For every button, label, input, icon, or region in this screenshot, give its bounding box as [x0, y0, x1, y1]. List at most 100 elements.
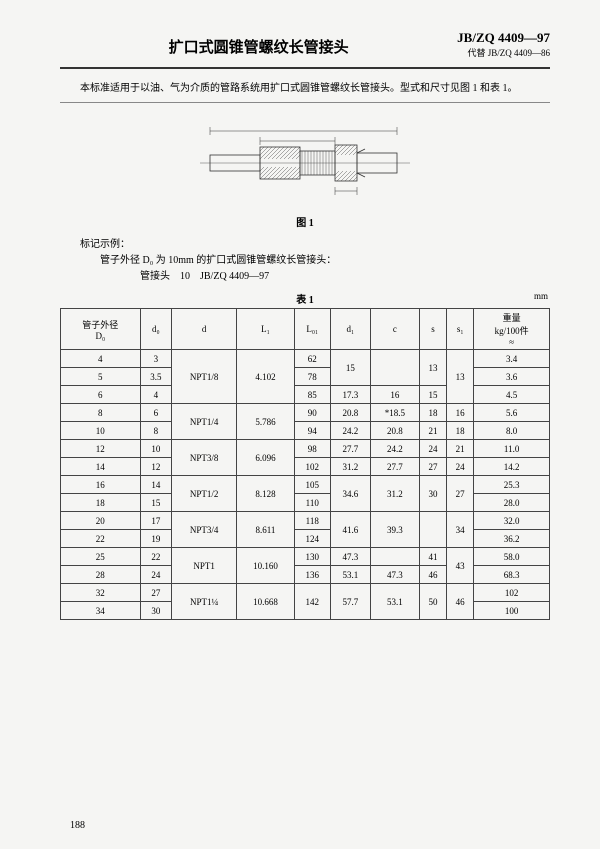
marking-header: 标记示例：	[80, 237, 550, 253]
table-cell: 27	[447, 476, 474, 512]
table-caption: 表 1 mm	[60, 291, 550, 306]
table-cell: 105	[294, 476, 330, 494]
table-cell: 5	[61, 368, 141, 386]
table-cell: 16	[61, 476, 141, 494]
table-cell: NPT1¼	[172, 584, 237, 620]
table-cell: 46	[447, 584, 474, 620]
table-cell: 27	[140, 584, 172, 602]
table-cell: 14.2	[474, 458, 550, 476]
table-cell: 16	[447, 404, 474, 422]
table-cell: 27.7	[330, 440, 370, 458]
table-cell: 27	[419, 458, 446, 476]
table-cell: 25.3	[474, 476, 550, 494]
table-cell: 43	[447, 548, 474, 584]
table-caption-text: 表 1	[296, 295, 314, 306]
document-header: 扩口式圆锥管螺纹长管接头 JB/ZQ 4409—97 代替 JB/ZQ 4409…	[60, 30, 550, 69]
table-header: c	[370, 309, 419, 350]
table-cell: 78	[294, 368, 330, 386]
table-row: 141210231.227.7272414.2	[61, 458, 550, 476]
table-row: 2522NPT110.16013047.3414358.0	[61, 548, 550, 566]
std-main: JB/ZQ 4409—97	[457, 30, 550, 46]
table-header: s	[419, 309, 446, 350]
table-cell: 10.668	[237, 584, 295, 620]
document-title: 扩口式圆锥管螺纹长管接头	[60, 36, 457, 57]
table-header: L₀₁	[294, 309, 330, 350]
figure-caption: 图 1	[60, 214, 550, 229]
table-cell: 21	[447, 440, 474, 458]
table-cell: 21	[419, 422, 446, 440]
table-cell: 58.0	[474, 548, 550, 566]
table-cell: NPT3/4	[172, 512, 237, 548]
table-cell: 94	[294, 422, 330, 440]
table-cell: 3.5	[140, 368, 172, 386]
table-cell: NPT3/8	[172, 440, 237, 476]
table-cell: 18	[61, 494, 141, 512]
table-cell: 24	[419, 440, 446, 458]
table-row: 282413653.147.34668.3	[61, 566, 550, 584]
table-cell: 47.3	[370, 566, 419, 584]
table-cell: 4.102	[237, 350, 295, 404]
table-cell: 8.128	[237, 476, 295, 512]
table-row: 53.5 78 3.6	[61, 368, 550, 386]
table-cell: 13	[447, 350, 474, 404]
table-row: 1210NPT3/86.0969827.724.2242111.0	[61, 440, 550, 458]
table-cell	[370, 548, 419, 566]
table-cell: 4.5	[474, 386, 550, 404]
table-cell: NPT1	[172, 548, 237, 584]
table-cell: 85	[294, 386, 330, 404]
table-cell: 20	[61, 512, 141, 530]
table-cell: 28	[61, 566, 141, 584]
table-cell: 8.611	[237, 512, 295, 548]
table-cell: 15	[140, 494, 172, 512]
table-cell: 6	[61, 386, 141, 404]
table-cell: 22	[61, 530, 141, 548]
table-cell: 5.786	[237, 404, 295, 440]
table-cell: 20.8	[330, 404, 370, 422]
table-cell: 57.7	[330, 584, 370, 620]
table-cell: 30	[140, 602, 172, 620]
table-cell: 16	[370, 386, 419, 404]
table-cell: 142	[294, 584, 330, 620]
table-cell: 41.6	[330, 512, 370, 548]
table-cell	[419, 512, 446, 548]
page-number: 188	[70, 820, 85, 831]
table-cell: 3.4	[474, 350, 550, 368]
table-header: 重量kg/100件≈	[474, 309, 550, 350]
table-cell: 24.2	[330, 422, 370, 440]
table-cell: 31.2	[330, 458, 370, 476]
table-cell: 11.0	[474, 440, 550, 458]
table-cell: 34.6	[330, 476, 370, 512]
table-cell: 12	[140, 458, 172, 476]
table-cell	[370, 350, 419, 386]
table-cell: 24	[140, 566, 172, 584]
fitting-diagram	[190, 113, 420, 203]
table-cell: 100	[474, 602, 550, 620]
marking-line2: 管接头 10 JB/ZQ 4409—97	[140, 269, 550, 285]
table-cell: 24.2	[370, 440, 419, 458]
table-cell: 68.3	[474, 566, 550, 584]
table-cell: NPT1/2	[172, 476, 237, 512]
table-cell: 46	[419, 566, 446, 584]
table-cell: NPT1/8	[172, 350, 237, 404]
table-cell: 3.6	[474, 368, 550, 386]
table-cell: 6	[140, 404, 172, 422]
table-cell: 24	[447, 458, 474, 476]
table-cell: 47.3	[330, 548, 370, 566]
table-row: 1614NPT1/28.12810534.631.2302725.3	[61, 476, 550, 494]
table-cell: 50	[419, 584, 446, 620]
table-row: 181511028.0	[61, 494, 550, 512]
table-cell: 25	[61, 548, 141, 566]
table-cell: 32	[61, 584, 141, 602]
table-cell: 124	[294, 530, 330, 548]
intro-text: 本标准适用于以油、气为介质的管路系统用扩口式圆锥管螺纹长管接头。型式和尺寸见图 …	[60, 77, 550, 103]
figure-1	[60, 113, 550, 208]
table-cell: 3	[140, 350, 172, 368]
table-cell: 8	[61, 404, 141, 422]
table-cell: 34	[61, 602, 141, 620]
table-row: 1089424.220.821188.0	[61, 422, 550, 440]
table-cell: 8.0	[474, 422, 550, 440]
table-cell: 14	[140, 476, 172, 494]
table-row: 221912436.2	[61, 530, 550, 548]
table-cell: *18.5	[370, 404, 419, 422]
standard-number: JB/ZQ 4409—97 代替 JB/ZQ 4409—86	[457, 30, 550, 59]
